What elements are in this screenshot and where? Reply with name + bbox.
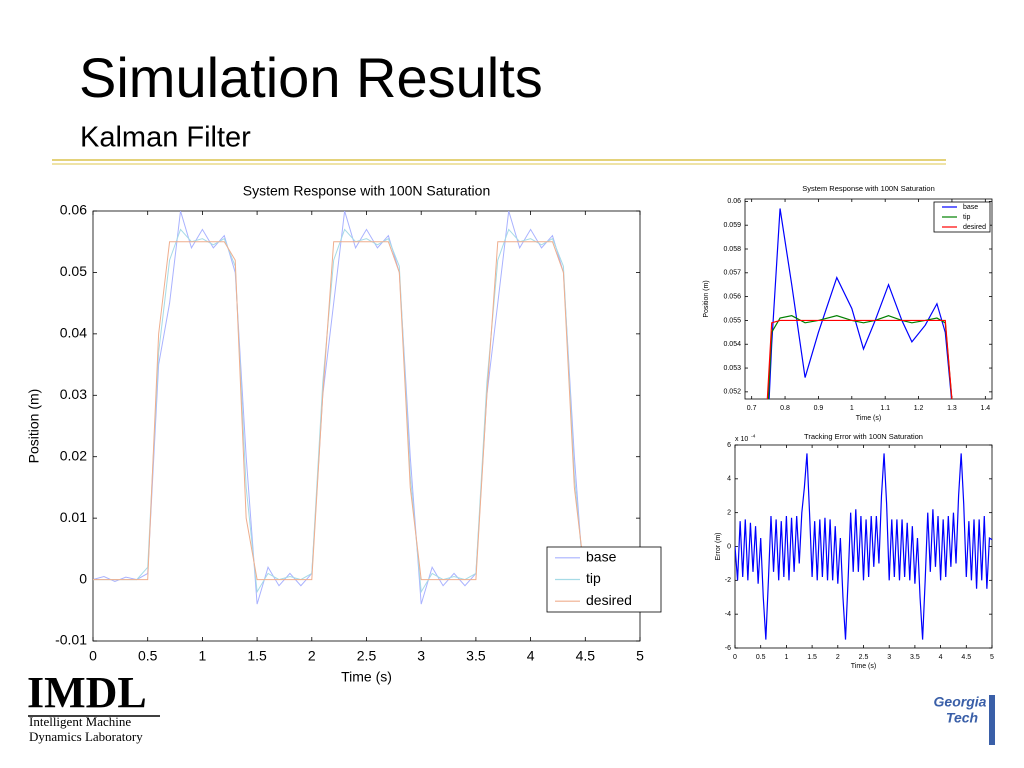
slide-title: Simulation Results	[79, 46, 543, 109]
y-tick-label: 0.052	[723, 389, 741, 396]
data-line	[766, 319, 953, 399]
x-tick-label: 3	[887, 654, 891, 661]
y-tick-label: 2	[727, 510, 731, 517]
y-axis-label: Position (m)	[26, 389, 42, 464]
x-tick-label: 1	[784, 654, 788, 661]
school-logo-line: Tech	[946, 710, 978, 726]
x-tick-label: 0.5	[138, 648, 158, 664]
school-logo-line: Georgia	[934, 694, 987, 710]
slide-subtitle: Kalman Filter	[80, 122, 251, 154]
y-axis-label: Position (m)	[703, 280, 710, 317]
y-tick-label: 0.058	[723, 246, 741, 253]
data-line	[767, 315, 953, 399]
data-line	[735, 453, 992, 640]
y-axis-label: Error (m)	[715, 533, 722, 561]
x-tick-label: 1.3	[947, 405, 957, 412]
y-tick-label: 0.056	[723, 293, 741, 300]
legend-label: base	[586, 549, 617, 565]
y-tick-label: 0	[79, 570, 87, 586]
data-line	[768, 208, 953, 399]
x-tick-label: 0	[733, 654, 737, 661]
x-tick-label: 5	[636, 648, 644, 664]
y-tick-label: 6	[727, 442, 731, 449]
x-tick-label: 0.5	[756, 654, 766, 661]
x-tick-label: 0	[89, 648, 97, 664]
x-tick-label: 3.5	[466, 648, 486, 664]
legend-label: base	[963, 204, 978, 211]
y-tick-label: 0.06	[60, 202, 87, 218]
x-tick-label: 0.9	[814, 405, 824, 412]
lab-logo-line: Intelligent Machine	[29, 714, 131, 729]
x-tick-label: 4.5	[576, 648, 596, 664]
data-line	[93, 241, 640, 581]
y-tick-label: 0.04	[60, 325, 87, 341]
y-tick-label: 0.01	[60, 509, 87, 525]
chart: Tracking Error with 100N Saturation Time …	[715, 432, 994, 670]
y-tick-label: 0.03	[60, 386, 87, 402]
chart: System Response with 100N Saturation Time…	[703, 184, 993, 422]
x-tick-label: 0.8	[780, 405, 790, 412]
legend-label: tip	[586, 570, 601, 586]
chart-title: System Response with 100N Saturation	[802, 184, 935, 193]
lab-logo-line: Dynamics Laboratory	[29, 729, 143, 744]
y-tick-label: 0.02	[60, 447, 87, 463]
legend-label: desired	[586, 592, 632, 608]
lab-logo-name: IMDL	[27, 668, 147, 717]
y-tick-label: 4	[727, 476, 731, 483]
x-axis-label: Time (s)	[856, 415, 881, 422]
x-tick-label: 1.5	[807, 654, 817, 661]
y-tick-label: 0.057	[723, 270, 741, 277]
x-tick-label: 2	[308, 648, 316, 664]
x-axis-label: Time (s)	[851, 663, 876, 670]
x-tick-label: 1	[850, 405, 854, 412]
chart-title: System Response with 100N Saturation	[243, 183, 490, 199]
axis-multiplier-exponent: -4	[751, 433, 756, 439]
data-line	[93, 228, 640, 594]
x-tick-label: 2	[836, 654, 840, 661]
y-tick-label: -0.01	[55, 632, 87, 648]
y-tick-label: 0	[727, 543, 731, 550]
logo-bar	[989, 695, 995, 745]
x-tick-label: 2.5	[357, 648, 377, 664]
y-tick-label: 0.054	[723, 341, 741, 348]
axis-multiplier: x 10	[735, 436, 748, 443]
y-tick-label: 0.055	[723, 317, 741, 324]
y-tick-label: 0.053	[723, 365, 741, 372]
x-tick-label: 4.5	[961, 654, 971, 661]
x-tick-label: 1	[199, 648, 207, 664]
school-logo: Georgia Tech	[934, 694, 995, 745]
x-tick-label: 4	[939, 654, 943, 661]
x-tick-label: 1.2	[914, 405, 924, 412]
chart: System Response with 100N Saturation Time…	[26, 183, 662, 685]
y-tick-label: 0.059	[723, 222, 741, 229]
plot-area	[734, 444, 993, 649]
y-tick-label: -2	[725, 577, 731, 584]
y-tick-label: -4	[725, 611, 731, 618]
x-tick-label: 0.7	[747, 405, 757, 412]
data-line	[93, 211, 640, 605]
x-tick-label: 3.5	[910, 654, 920, 661]
y-tick-label: 0.06	[727, 198, 741, 205]
y-tick-label: -6	[725, 645, 731, 652]
x-tick-label: 1.4	[980, 405, 990, 412]
x-tick-label: 3	[417, 648, 425, 664]
x-tick-label: 5	[990, 654, 994, 661]
x-tick-label: 4	[527, 648, 535, 664]
x-axis-label: Time (s)	[341, 669, 392, 685]
legend-label: desired	[963, 224, 986, 231]
legend-label: tip	[963, 214, 971, 221]
x-tick-label: 2.5	[859, 654, 869, 661]
x-tick-label: 1.1	[880, 405, 890, 412]
chart-title: Tracking Error with 100N Saturation	[804, 432, 923, 441]
y-tick-label: 0.05	[60, 263, 87, 279]
x-tick-label: 1.5	[247, 648, 267, 664]
